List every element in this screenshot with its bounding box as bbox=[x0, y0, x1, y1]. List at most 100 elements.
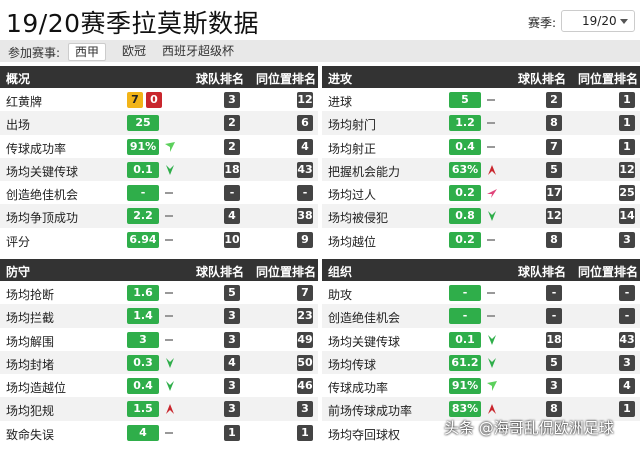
trend-up-icon bbox=[163, 402, 177, 416]
yellow-card-count: 7 bbox=[127, 92, 143, 108]
table-row: 出场 25 2 6 bbox=[0, 111, 318, 135]
trend-down-icon bbox=[163, 356, 177, 370]
stat-name: 进球 bbox=[328, 95, 353, 109]
pos-rank-badge: 12 bbox=[619, 161, 635, 178]
stat-value: 2.2 bbox=[127, 208, 159, 225]
team-rank-badge: 4 bbox=[224, 208, 240, 225]
trend-up-icon bbox=[485, 163, 499, 177]
column-pos-rank: 同位置排名 bbox=[578, 265, 639, 279]
team-rank-badge: 8 bbox=[546, 401, 562, 418]
pos-rank-badge: 23 bbox=[297, 308, 313, 325]
table-row: 把握机会能力 63% 5 12 bbox=[322, 157, 640, 182]
team-rank-badge: 1 bbox=[224, 424, 240, 441]
stat-value: 61.2 bbox=[449, 354, 481, 371]
pos-rank-badge: 1 bbox=[297, 424, 313, 441]
tab-supercopa[interactable]: 西班牙超级杯 bbox=[162, 44, 235, 58]
stat-value: 4 bbox=[127, 424, 159, 441]
panel-organization: 组织 球队排名 同位置排名 助攻 - - - 创造绝佳机会 - - - 场均关键传球 0.1 18 43 场均… bbox=[322, 259, 640, 444]
trend-up-right-icon bbox=[485, 186, 499, 200]
team-rank-badge: 10 bbox=[224, 231, 240, 248]
column-pos-rank: 同位置排名 bbox=[256, 265, 317, 279]
panel-title: 进攻 bbox=[328, 72, 353, 86]
stat-name: 场均解围 bbox=[6, 334, 55, 349]
trend-flat-icon bbox=[163, 286, 177, 300]
team-rank-badge: 2 bbox=[224, 138, 240, 155]
tab-ucl[interactable]: 欧冠 bbox=[122, 44, 147, 58]
trend-down-icon bbox=[485, 333, 499, 347]
team-rank-badge: 7 bbox=[546, 138, 562, 155]
table-row: 场均解围 3 3 49 bbox=[0, 328, 318, 351]
stat-value: 91% bbox=[127, 138, 159, 155]
stat-name: 场均射正 bbox=[328, 141, 377, 156]
table-row: 进球 5 2 1 bbox=[322, 88, 640, 111]
table-row: 助攻 - - - bbox=[322, 281, 640, 304]
stat-value: 1.2 bbox=[449, 115, 481, 132]
table-row: 致命失误 4 1 1 bbox=[0, 421, 318, 444]
pos-rank-badge: 9 bbox=[297, 231, 313, 248]
trend-flat-icon bbox=[163, 233, 177, 247]
pos-rank-badge: 1 bbox=[619, 138, 635, 155]
table-row: 前场传球成功率 83% 8 1 bbox=[322, 397, 640, 421]
team-rank-badge: 3 bbox=[546, 378, 562, 395]
pos-rank-badge: 49 bbox=[297, 331, 313, 348]
season-select[interactable]: 19/20 bbox=[561, 10, 635, 32]
trend-flat-icon bbox=[163, 333, 177, 347]
pos-rank-badge: 1 bbox=[619, 92, 635, 108]
stat-name: 场均造越位 bbox=[6, 381, 67, 396]
table-row: 红黄牌 7 0 3 12 bbox=[0, 88, 318, 111]
trend-up-icon bbox=[485, 402, 499, 416]
page-title: 19/20赛季拉莫斯数据 bbox=[6, 9, 260, 38]
stat-name: 场均被侵犯 bbox=[328, 211, 389, 226]
chevron-down-icon bbox=[620, 19, 628, 24]
stat-name: 传球成功率 bbox=[328, 381, 389, 396]
table-row: 传球成功率 91% 3 4 bbox=[322, 374, 640, 397]
pos-rank-badge: 43 bbox=[297, 161, 313, 178]
trend-down-icon bbox=[163, 379, 177, 393]
table-row: 场均犯规 1.5 3 3 bbox=[0, 397, 318, 421]
pos-rank-badge: 1 bbox=[619, 115, 635, 132]
table-row: 场均被侵犯 0.8 12 14 bbox=[322, 204, 640, 228]
tab-laliga[interactable]: 西甲 bbox=[68, 43, 107, 61]
column-pos-rank: 同位置排名 bbox=[578, 72, 639, 86]
watermark: 头条 @海哥乱侃欧洲足球 bbox=[444, 419, 614, 437]
panel-header: 组织 球队排名 同位置排名 bbox=[322, 259, 640, 281]
team-rank-badge: 5 bbox=[224, 285, 240, 301]
column-team-rank: 球队排名 bbox=[518, 265, 567, 279]
table-row: 场均造越位 0.4 3 46 bbox=[0, 374, 318, 397]
season-select-value: 19/20 bbox=[582, 14, 617, 28]
red-card-count: 0 bbox=[146, 92, 162, 108]
stat-value: 0.1 bbox=[449, 331, 481, 348]
table-row: 创造绝佳机会 - - - bbox=[322, 304, 640, 328]
header: 19/20赛季拉莫斯数据 赛季: 19/20 bbox=[0, 0, 640, 40]
table-row: 传球成功率 91% 2 4 bbox=[0, 135, 318, 158]
trend-flat-icon bbox=[163, 209, 177, 223]
stat-value: 1.6 bbox=[127, 285, 159, 301]
stat-value: 3 bbox=[127, 331, 159, 348]
competition-filter-label: 参加赛事: bbox=[8, 46, 61, 60]
team-rank-badge: - bbox=[546, 285, 562, 301]
trend-flat-icon bbox=[485, 140, 499, 154]
stat-name: 场均射门 bbox=[328, 118, 377, 133]
stat-name: 创造绝佳机会 bbox=[6, 188, 79, 203]
stat-value: 91% bbox=[449, 378, 481, 395]
trend-down-icon bbox=[163, 163, 177, 177]
stat-name: 助攻 bbox=[328, 288, 353, 302]
column-team-rank: 球队排名 bbox=[196, 265, 245, 279]
pos-rank-badge: 50 bbox=[297, 354, 313, 371]
pos-rank-badge: 14 bbox=[619, 208, 635, 225]
pos-rank-badge: 12 bbox=[297, 92, 313, 108]
stat-name: 红黄牌 bbox=[6, 95, 43, 109]
table-row: 场均越位 0.2 8 3 bbox=[322, 228, 640, 251]
table-row: 场均夺回球权 bbox=[322, 421, 640, 444]
trend-flat-icon bbox=[485, 93, 499, 107]
stat-value: 0.3 bbox=[127, 354, 159, 371]
stat-name: 前场传球成功率 bbox=[328, 404, 413, 419]
stat-value: 0.4 bbox=[449, 138, 481, 155]
pos-rank-badge: 3 bbox=[619, 354, 635, 371]
pos-rank-badge: 3 bbox=[619, 231, 635, 248]
trend-flat-icon bbox=[485, 286, 499, 300]
team-rank-badge: - bbox=[224, 185, 240, 202]
competition-filter: 参加赛事: 西甲 欧冠 西班牙超级杯 bbox=[0, 40, 640, 62]
team-rank-badge: 8 bbox=[546, 115, 562, 132]
team-rank-badge: 18 bbox=[546, 331, 562, 348]
